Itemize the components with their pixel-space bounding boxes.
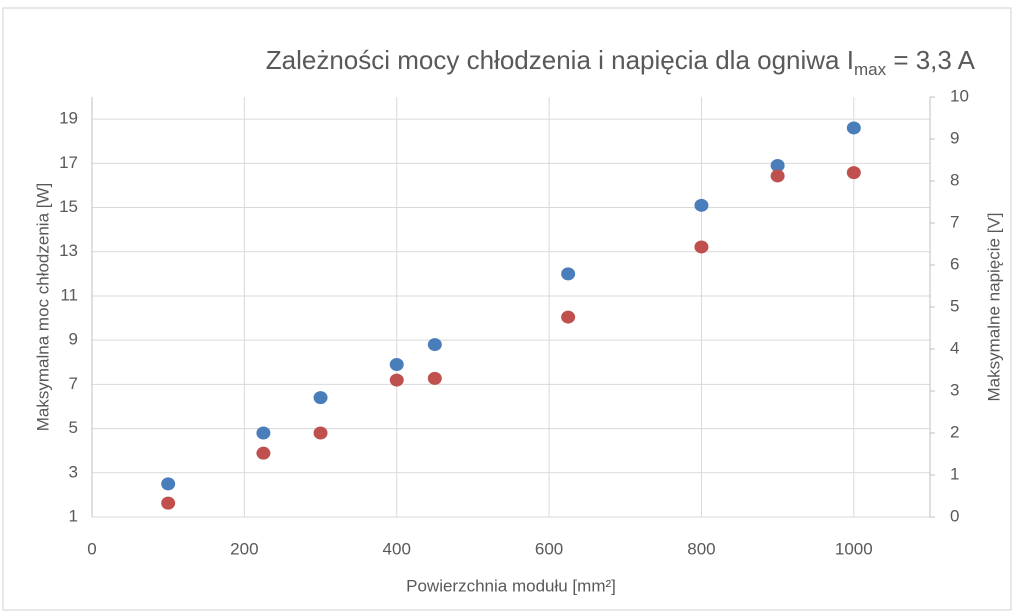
y2-tick-label: 0 (950, 506, 959, 525)
y2-tick-label: 10 (950, 86, 969, 105)
point (770, 159, 785, 173)
point (694, 198, 709, 212)
y2-tick-label: 7 (950, 212, 959, 231)
x-tick-label: 1000 (835, 539, 873, 558)
point (313, 391, 328, 405)
y2-tick-label: 5 (950, 296, 959, 315)
y-tick-label: 17 (59, 153, 78, 172)
point (846, 166, 861, 180)
y-tick-label: 11 (60, 285, 78, 304)
y2-tick-label: 2 (950, 422, 959, 441)
x-tick-label: 0 (87, 539, 96, 558)
point (256, 446, 271, 460)
x-tick-label: 600 (535, 539, 563, 558)
x-tick-label: 800 (687, 539, 715, 558)
point (561, 267, 576, 281)
point (561, 310, 576, 324)
point (256, 426, 271, 440)
point (389, 357, 404, 371)
point (770, 169, 785, 183)
point (427, 371, 442, 385)
x-axis-label: Powierzchnia modułu [mm²] (406, 576, 616, 595)
y2-tick-label: 8 (950, 170, 959, 189)
y-tick-label: 1 (69, 506, 78, 525)
title-text: Zależności mocy chłodzenia i napięcia dl… (266, 45, 854, 75)
y2-tick-label: 6 (950, 254, 959, 273)
title-subscript: max (854, 60, 887, 79)
point (313, 426, 328, 440)
y-tick-label: 15 (59, 197, 78, 216)
point (427, 338, 442, 352)
point (161, 496, 176, 510)
y2-tick-label: 9 (950, 128, 959, 147)
y-tick-label: 7 (69, 374, 78, 393)
y-axis-label: Maksymalna moc chłodzenia [W] (33, 183, 52, 431)
point (389, 373, 404, 387)
x-tick-label: 400 (383, 539, 411, 558)
point (161, 477, 176, 491)
y-tick-label: 3 (69, 462, 78, 481)
chart-title: Zależności mocy chłodzenia i napięcia dl… (266, 45, 976, 80)
point (694, 240, 709, 254)
x-tick-label: 200 (230, 539, 258, 558)
title-suffix: = 3,3 A (886, 45, 976, 75)
y-tick-label: 5 (69, 418, 78, 437)
y-tick-label: 9 (69, 330, 78, 349)
point (846, 121, 861, 135)
y2-tick-label: 1 (950, 464, 959, 483)
y-tick-label: 13 (59, 241, 78, 260)
y2-tick-label: 3 (950, 380, 959, 399)
chart-frame (2, 7, 1012, 611)
y2-axis-label: Maksymalne napięcie [V] (984, 213, 1003, 402)
y2-tick-label: 4 (950, 338, 959, 357)
y-tick-label: 19 (59, 109, 78, 128)
